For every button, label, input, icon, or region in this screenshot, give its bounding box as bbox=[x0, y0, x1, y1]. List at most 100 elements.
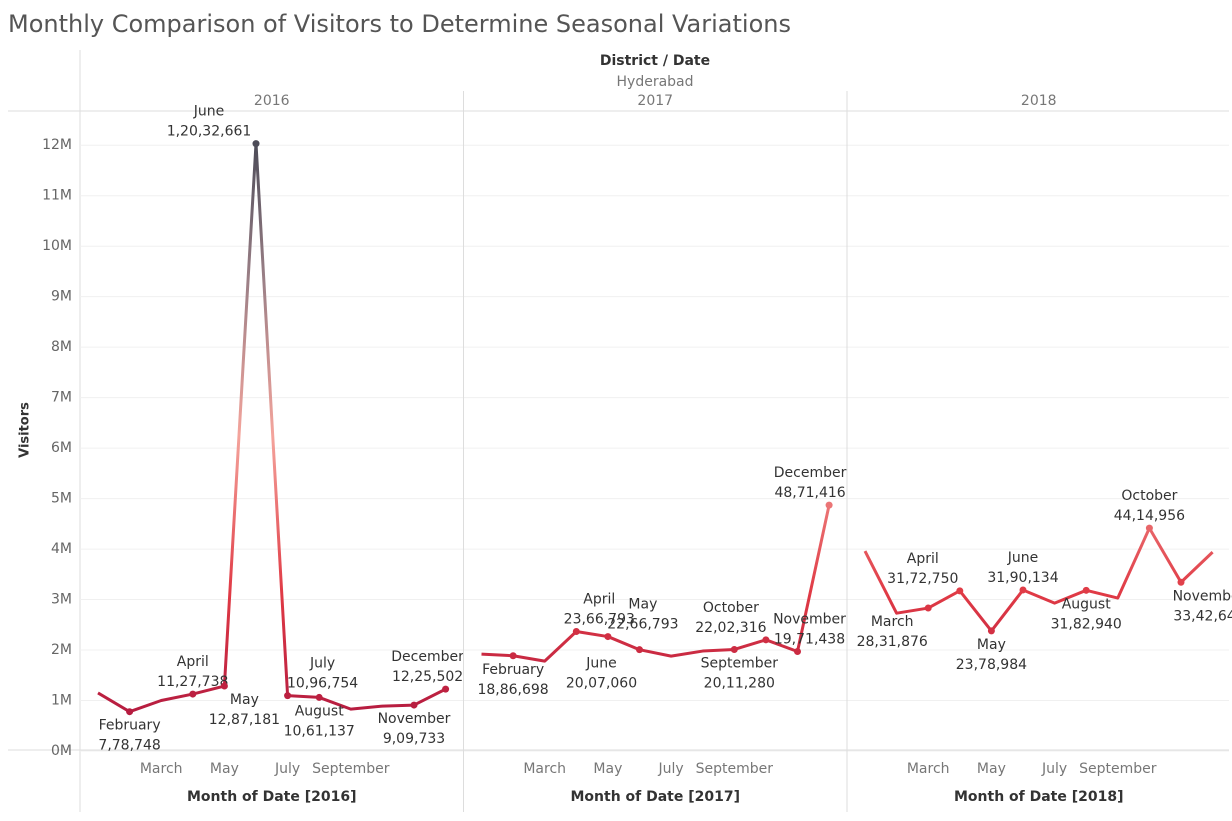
point bbox=[987, 627, 995, 635]
data-label: 11,27,738 bbox=[157, 674, 228, 690]
y-tick-label: 9M bbox=[51, 289, 72, 305]
point bbox=[189, 690, 197, 698]
data-label: 48,71,416 bbox=[774, 485, 845, 501]
data-label-name: June bbox=[585, 656, 617, 672]
data-label-name: December bbox=[391, 649, 464, 665]
point bbox=[509, 652, 517, 660]
data-label-name: May bbox=[230, 692, 259, 708]
x-tick-label: September bbox=[1079, 761, 1157, 777]
point bbox=[315, 693, 323, 701]
data-label: 12,87,181 bbox=[209, 712, 280, 728]
point bbox=[442, 685, 450, 693]
data-label-name: May bbox=[628, 597, 657, 613]
data-label: 12,25,502 bbox=[392, 669, 463, 685]
y-tick-label: 8M bbox=[51, 339, 72, 355]
x-tick-label: July bbox=[1041, 761, 1067, 777]
x-axis-title: Month of Date [2018] bbox=[954, 789, 1124, 805]
data-label: 20,07,060 bbox=[566, 676, 637, 692]
data-label-name: December bbox=[774, 465, 847, 481]
data-label: 44,14,956 bbox=[1114, 508, 1185, 524]
point bbox=[1177, 578, 1185, 586]
x-tick-label: July bbox=[274, 761, 300, 777]
data-label: 28,31,876 bbox=[857, 634, 928, 650]
x-tick-label: July bbox=[658, 761, 684, 777]
point bbox=[252, 140, 260, 148]
x-tick-label: March bbox=[140, 761, 183, 777]
data-label-name: August bbox=[295, 703, 345, 719]
data-label-name: June bbox=[1007, 550, 1039, 566]
point bbox=[1082, 586, 1090, 594]
y-tick-label: 4M bbox=[51, 541, 72, 557]
y-tick-label: 6M bbox=[51, 440, 72, 456]
point bbox=[126, 708, 134, 716]
data-label-name: April bbox=[177, 654, 209, 670]
point bbox=[1019, 586, 1027, 594]
district: Hyderabad bbox=[617, 74, 694, 90]
data-label: 9,09,733 bbox=[383, 731, 445, 747]
data-label-name: November bbox=[773, 611, 846, 627]
data-label: 7,78,748 bbox=[98, 738, 160, 754]
data-label-name: August bbox=[1062, 596, 1112, 612]
data-label-name: April bbox=[907, 551, 939, 567]
x-tick-label: March bbox=[907, 761, 950, 777]
x-tick-label: May bbox=[210, 761, 239, 777]
x-tick-label: September bbox=[312, 761, 390, 777]
y-axis-title: Visitors bbox=[18, 402, 33, 458]
x-axis-title: Month of Date [2016] bbox=[187, 789, 357, 805]
data-label: 10,61,137 bbox=[284, 723, 355, 739]
data-label-name: June bbox=[193, 104, 225, 120]
data-label: 31,90,134 bbox=[987, 570, 1058, 586]
data-label-name: February bbox=[482, 662, 544, 678]
data-label-name: March bbox=[871, 614, 914, 630]
line bbox=[863, 526, 1214, 633]
panel-year: 2018 bbox=[1021, 93, 1057, 109]
header: District / Date bbox=[600, 53, 710, 69]
data-label: 23,78,984 bbox=[956, 657, 1027, 673]
data-label: 10,96,754 bbox=[287, 676, 358, 692]
data-label: 1,20,32,661 bbox=[167, 124, 252, 140]
data-label: 18,86,698 bbox=[477, 682, 548, 698]
data-label: 31,82,940 bbox=[1051, 616, 1122, 632]
y-tick-label: 2M bbox=[51, 642, 72, 658]
x-tick-label: May bbox=[977, 761, 1006, 777]
data-label-name: April bbox=[583, 592, 615, 608]
data-label-name: September bbox=[701, 655, 779, 671]
line bbox=[481, 504, 831, 663]
line bbox=[97, 142, 447, 714]
point bbox=[924, 604, 932, 612]
point bbox=[604, 633, 612, 641]
panel-year: 2016 bbox=[254, 93, 290, 109]
data-label-name: November bbox=[378, 711, 451, 727]
data-label-name: May bbox=[977, 637, 1006, 653]
point bbox=[284, 692, 292, 700]
data-label: 19,71,438 bbox=[774, 631, 845, 647]
data-label: 23,66,793 bbox=[564, 612, 635, 628]
data-label-name: October bbox=[703, 600, 759, 616]
point bbox=[572, 628, 580, 636]
data-label-name: October bbox=[1121, 488, 1177, 504]
point bbox=[220, 682, 228, 690]
data-label-name: November bbox=[1173, 588, 1232, 604]
data-label: 20,11,280 bbox=[704, 675, 775, 691]
point bbox=[410, 701, 418, 709]
point bbox=[794, 647, 801, 655]
y-tick-label: 12M bbox=[42, 137, 72, 153]
data-label: 22,66,793 bbox=[607, 617, 678, 633]
chart-title: Monthly Comparison of Visitors to Determ… bbox=[8, 10, 791, 38]
x-tick-label: May bbox=[593, 761, 622, 777]
data-label-name: February bbox=[99, 718, 161, 734]
point bbox=[762, 636, 770, 644]
point bbox=[825, 501, 833, 509]
point bbox=[1145, 524, 1153, 532]
point bbox=[730, 645, 738, 653]
x-tick-label: March bbox=[523, 761, 566, 777]
point bbox=[636, 646, 643, 654]
panel-year: 2017 bbox=[637, 93, 673, 109]
point bbox=[956, 587, 964, 595]
x-axis-title: Month of Date [2017] bbox=[570, 789, 740, 805]
data-label: 31,72,750 bbox=[887, 571, 958, 587]
y-tick-label: 7M bbox=[51, 390, 72, 406]
y-tick-label: 1M bbox=[51, 693, 72, 709]
data-label: 22,02,316 bbox=[695, 620, 766, 636]
